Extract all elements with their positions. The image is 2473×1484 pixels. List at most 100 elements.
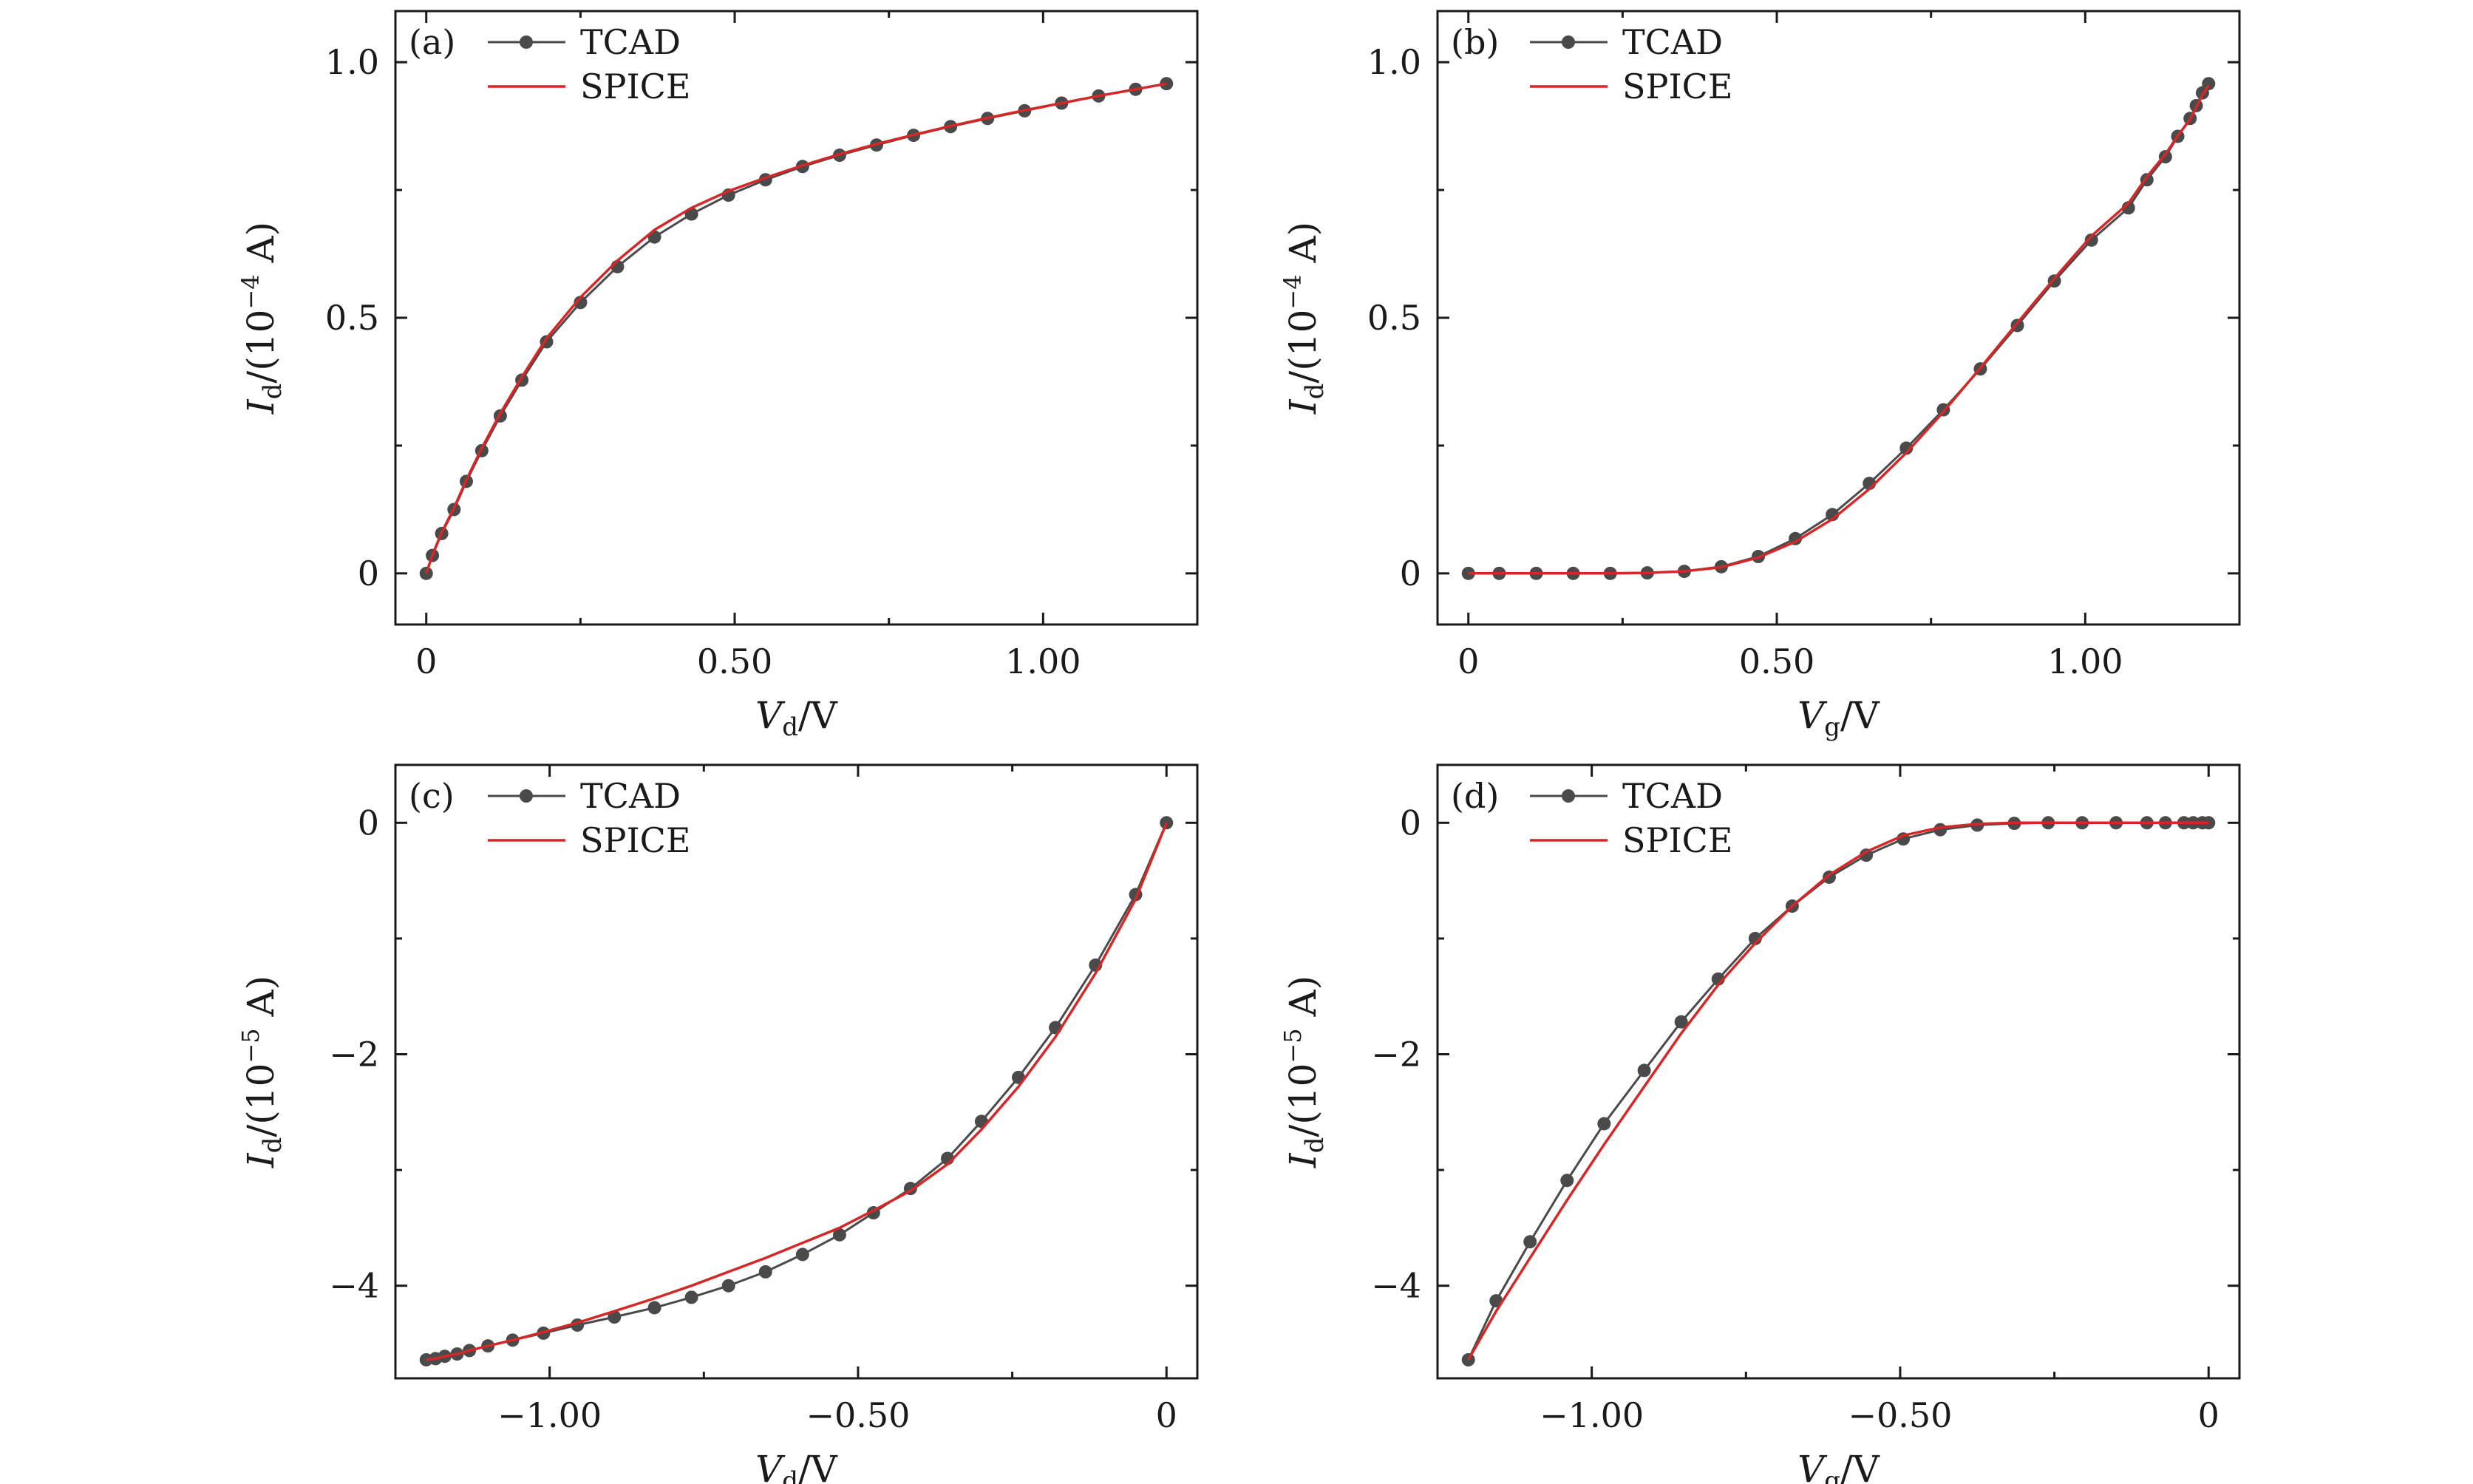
legend-tcad-label: TCAD xyxy=(1622,776,1723,816)
x-tick-label: −1.00 xyxy=(497,1395,602,1435)
x-axis-unit: /V xyxy=(798,1448,838,1484)
panel-letter: (c) xyxy=(409,776,455,816)
y-tick-label: 1.0 xyxy=(325,42,379,82)
tcad-series-line xyxy=(1468,83,2210,575)
x-tick-label: 0.50 xyxy=(697,641,772,681)
y-axis-exponent: −4 xyxy=(237,274,265,309)
x-tick-label: −1.00 xyxy=(1540,1395,1644,1435)
tcad-point xyxy=(758,1265,772,1279)
tcad-point xyxy=(795,1248,809,1262)
spice-series-line xyxy=(1467,821,2209,1361)
tcad-point xyxy=(1637,1063,1651,1078)
y-tick-label: 0 xyxy=(1400,803,1421,843)
panel-d: −1.00 −0.50 0 −4 −2 0 Vg/V Id/(10−5 A) (d) TCADSP… xyxy=(1279,763,2241,1484)
y-tick-label: −2 xyxy=(1371,1035,1421,1075)
y-axis-exponent: −4 xyxy=(1279,274,1307,309)
tcad-point xyxy=(1860,848,1874,862)
y-axis-label: Id/(10−4 A) xyxy=(237,222,288,415)
tcad-point xyxy=(1461,1352,1475,1366)
tcad-series-line xyxy=(425,82,1167,574)
legend-spice-label: SPICE xyxy=(1622,67,1732,106)
x-tick-label: 0 xyxy=(1457,641,1479,681)
panel-letter: (d) xyxy=(1451,776,1499,816)
tcad-point xyxy=(832,1228,846,1242)
y-axis-subscript: d xyxy=(1300,384,1330,400)
tcad-point xyxy=(1899,441,1914,455)
legend-tcad-marker xyxy=(1562,35,1575,49)
x-tick-label: −0.50 xyxy=(1848,1395,1952,1435)
x-axis-subscript: g xyxy=(1824,1466,1840,1484)
y-axis-symbol: I xyxy=(1282,1152,1324,1168)
tcad-point xyxy=(608,1310,622,1324)
legend-tcad-marker xyxy=(520,789,533,803)
tcad-point xyxy=(1560,1174,1574,1188)
panel-b: 0 0.50 1.00 0 0.5 1.0 Vg/V Id/(10−4 A) (b) TCAD SP… xyxy=(1279,10,2241,742)
tcad-point xyxy=(1674,1015,1688,1029)
x-axis-label: Vg/V xyxy=(1797,1448,1880,1484)
spice-series-line xyxy=(1468,84,2210,575)
y-axis-unit-tail: A) xyxy=(1282,222,1324,275)
y-axis-exponent: −5 xyxy=(237,1028,265,1063)
x-tick-label: 1.00 xyxy=(1005,641,1081,681)
x-axis-unit: /V xyxy=(798,694,838,737)
y-axis-subscript: d xyxy=(258,384,288,400)
y-tick-label: −4 xyxy=(329,1266,379,1306)
y-axis-subscript: d xyxy=(1300,1137,1330,1154)
tcad-point xyxy=(721,1279,735,1293)
y-axis-unit: /(10 xyxy=(239,310,282,384)
x-tick-label: 0 xyxy=(415,641,437,681)
y-axis-label: Id/(10−5 A) xyxy=(1279,976,1330,1168)
legend-tcad-label: TCAD xyxy=(1622,22,1723,62)
y-tick-label: 1.0 xyxy=(1367,42,1421,82)
y-axis-unit: /(10 xyxy=(239,1063,282,1137)
x-axis-symbol: V xyxy=(755,694,786,737)
x-axis-label: Vd/V xyxy=(755,1448,838,1484)
x-tick-label: 1.00 xyxy=(2047,641,2123,681)
x-axis-symbol: V xyxy=(1797,694,1828,737)
y-axis-label: Id/(10−5 A) xyxy=(237,976,288,1168)
y-tick-label: 0 xyxy=(358,803,379,843)
y-tick-label: 0.5 xyxy=(1367,298,1421,338)
x-axis-label: Vg/V xyxy=(1797,694,1880,742)
x-tick-label: 0.50 xyxy=(1739,641,1814,681)
legend-spice-label: SPICE xyxy=(580,67,690,106)
y-axis-unit-tail: A) xyxy=(239,976,282,1029)
tcad-point xyxy=(1597,1117,1611,1131)
tcad-point xyxy=(574,296,588,310)
plot-frame xyxy=(394,763,1199,1380)
y-tick-label: −4 xyxy=(1371,1266,1421,1306)
legend-tcad-label: TCAD xyxy=(580,22,681,62)
tcad-series-line xyxy=(1467,821,2209,1361)
y-axis-symbol: I xyxy=(239,398,282,415)
plot-frame xyxy=(1436,10,2241,626)
x-tick-label: 0 xyxy=(2198,1395,2219,1435)
tcad-series-line xyxy=(426,822,1168,1361)
tcad-point xyxy=(2084,233,2098,247)
legend-tcad-marker xyxy=(520,35,533,49)
tcad-point xyxy=(684,1290,698,1304)
y-axis-symbol: I xyxy=(1282,398,1324,415)
y-axis-unit-tail: A) xyxy=(1282,976,1324,1029)
x-axis-unit: /V xyxy=(1840,1448,1880,1484)
plot-frame xyxy=(1436,763,2241,1380)
tcad-point xyxy=(1523,1235,1537,1249)
panel-letter: (b) xyxy=(1451,22,1499,62)
y-axis-symbol: I xyxy=(239,1152,282,1168)
tcad-point xyxy=(1748,931,1762,945)
x-axis-label: Vd/V xyxy=(755,694,838,742)
tcad-point xyxy=(647,1301,661,1315)
panel-letter: (a) xyxy=(409,22,455,62)
legend-tcad-marker xyxy=(1562,789,1575,803)
tcad-point xyxy=(419,566,433,580)
x-axis-symbol: V xyxy=(755,1448,786,1484)
y-tick-label: 0 xyxy=(1400,554,1421,593)
legend-spice-label: SPICE xyxy=(580,820,690,860)
x-axis-subscript: d xyxy=(782,712,798,742)
spice-series-line xyxy=(425,82,1167,574)
tcad-point xyxy=(2202,77,2216,91)
y-axis-unit: /(10 xyxy=(1282,310,1324,384)
y-axis-exponent: −5 xyxy=(1279,1028,1307,1063)
